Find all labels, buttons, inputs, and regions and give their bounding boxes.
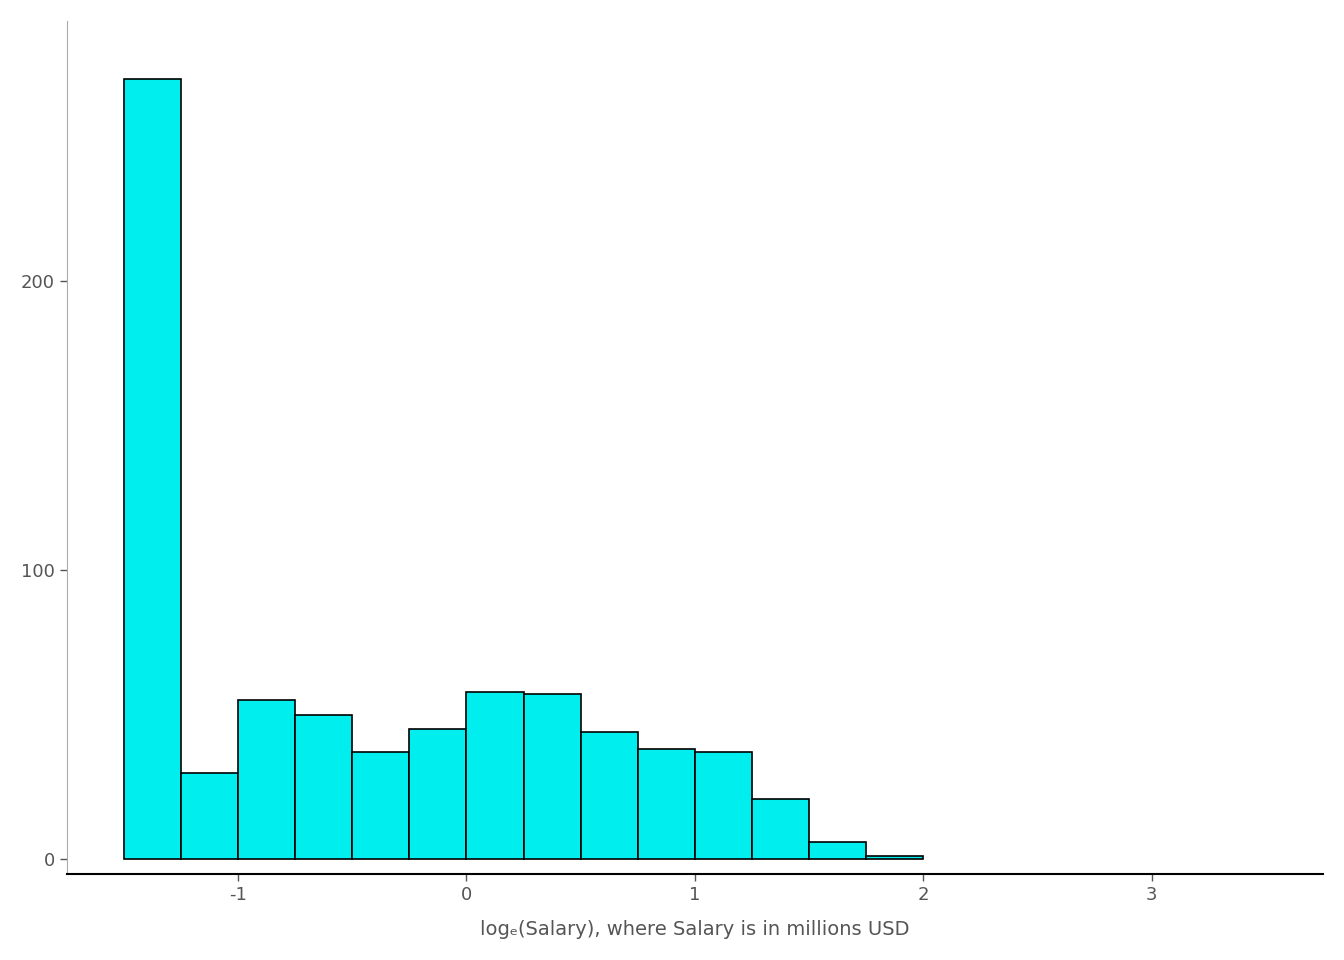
Bar bbox=[181, 773, 238, 859]
Bar bbox=[809, 842, 867, 859]
Bar bbox=[352, 753, 410, 859]
Bar bbox=[638, 750, 695, 859]
Bar bbox=[410, 730, 466, 859]
Bar bbox=[466, 691, 524, 859]
Bar bbox=[296, 714, 352, 859]
Bar bbox=[695, 753, 753, 859]
Bar bbox=[581, 732, 638, 859]
Bar bbox=[753, 799, 809, 859]
X-axis label: logₑ(Salary), where Salary is in millions USD: logₑ(Salary), where Salary is in million… bbox=[480, 921, 910, 939]
Bar bbox=[524, 694, 581, 859]
Bar bbox=[867, 856, 923, 859]
Bar bbox=[238, 700, 296, 859]
Bar bbox=[124, 79, 181, 859]
